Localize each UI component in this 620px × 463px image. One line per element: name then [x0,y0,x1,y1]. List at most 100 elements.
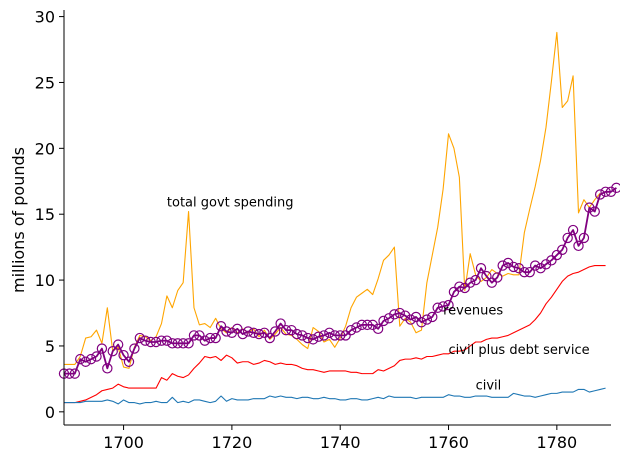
data-point-revenues-1788 [594,189,606,200]
data-point-revenues-1764 [464,277,476,288]
data-point-revenues-1728 [270,326,281,337]
x-tick-label-1720: 1720 [212,433,253,452]
data-point-revenues-1710 [172,338,183,349]
data-point-revenues-1757 [427,311,438,323]
data-point-revenues-1773 [513,263,525,274]
data-point-revenues-1729 [275,318,286,329]
data-point-revenues-1784 [573,240,584,252]
data-point-revenues-1737 [318,330,330,341]
data-point-revenues-1715 [199,335,211,346]
data-point-revenues-1781 [557,244,568,255]
y-tick-label-0: 0 [45,403,55,422]
data-point-revenues-1709 [167,338,178,349]
y-tick-label-30: 30 [35,8,55,27]
data-point-revenues-1713 [188,330,200,341]
data-point-revenues-1782 [562,232,573,244]
x-tick-label-1760: 1760 [428,433,469,452]
data-point-revenues-1690 [64,368,75,379]
annotation-civil: civil [476,378,502,393]
data-point-revenues-1768 [486,277,498,288]
data-point-revenues-1754 [410,311,422,323]
data-point-revenues-1777 [535,263,546,274]
data-point-revenues-1718 [215,320,227,332]
data-point-revenues-1707 [156,335,167,346]
data-point-revenues-1717 [210,332,221,344]
data-point-revenues-1752 [400,310,411,321]
data-point-revenues-1703 [134,332,146,344]
data-point-revenues-1745 [362,319,373,331]
y-tick-label-10: 10 [35,271,55,290]
data-point-revenues-1714 [194,330,205,341]
data-point-revenues-1775 [524,266,535,278]
data-point-revenues-1776 [529,260,541,271]
data-point-revenues-1750 [389,309,400,320]
data-point-revenues-1733 [297,330,308,341]
y-tick-label-20: 20 [35,139,55,158]
data-point-revenues-1699 [112,339,124,350]
data-point-revenues-1716 [205,332,216,344]
data-point-revenues-1753 [405,314,416,325]
data-point-revenues-1765 [470,274,481,286]
data-point-revenues-1727 [264,332,275,344]
data-point-revenues-1787 [589,206,600,217]
data-point-revenues-1720 [226,327,238,338]
data-point-revenues-1774 [519,266,530,278]
data-point-revenues-1725 [253,328,265,340]
y-tick-label-15: 15 [35,205,55,224]
data-point-revenues-1751 [394,307,405,319]
data-point-revenues-1708 [161,335,173,346]
data-point-revenues-1739 [329,330,340,341]
data-point-revenues-1741 [340,330,351,341]
data-point-revenues-1702 [129,343,140,354]
data-point-revenues-1748 [378,315,389,327]
data-point-revenues-1778 [540,259,552,270]
data-point-revenues-1704 [140,335,151,346]
data-point-revenues-1767 [481,270,492,282]
data-point-revenues-1705 [145,336,156,348]
data-point-revenues-1711 [177,338,189,349]
data-point-revenues-1785 [578,232,590,244]
data-point-revenues-1724 [248,327,259,338]
data-point-revenues-1755 [416,317,427,328]
data-point-revenues-1732 [291,328,303,340]
data-point-revenues-1712 [183,338,194,349]
data-point-revenues-1701 [123,356,135,367]
data-point-revenues-1692 [75,353,86,365]
axes-layer: 1700 1720 1740 1760 1780 0 5 10 15 20 25 30 [35,8,611,452]
series-line-civil-plus-debt-service [64,265,606,404]
series-layer [58,31,620,405]
y-tick-label-5: 5 [45,337,55,356]
annotation-layer: total govt spending revenues civil plus de… [167,195,590,393]
data-point-revenues-1706 [150,336,162,348]
data-point-revenues-1760 [443,299,454,311]
x-tick-label-1780: 1780 [536,433,577,452]
data-point-revenues-1779 [546,255,557,266]
data-point-revenues-1786 [584,202,595,213]
x-tick-label-1740: 1740 [320,433,361,452]
data-point-revenues-1693 [80,356,91,367]
data-point-revenues-1691 [69,368,81,379]
x-tick-label-1700: 1700 [103,433,144,452]
data-point-revenues-1791 [611,182,620,194]
data-point-revenues-1726 [259,327,270,338]
data-point-revenues-1721 [232,323,243,335]
y-axis-label: millions of pounds [9,147,28,293]
data-point-revenues-1740 [335,330,346,341]
y-tick-label-25: 25 [35,73,55,92]
data-point-revenues-1756 [421,314,433,325]
data-point-revenues-1747 [372,323,384,335]
data-point-revenues-1735 [307,334,319,345]
data-point-revenues-1694 [85,353,97,365]
data-point-revenues-1789 [600,186,611,198]
data-point-revenues-1743 [351,322,362,333]
data-point-revenues-1790 [605,186,617,198]
data-point-revenues-1736 [313,331,324,342]
data-point-revenues-1695 [91,351,102,362]
data-point-revenues-1762 [454,281,465,292]
data-point-revenues-1698 [107,346,118,357]
data-point-revenues-1696 [96,343,108,354]
data-point-revenues-1759 [437,301,449,312]
data-point-revenues-1761 [448,286,460,298]
